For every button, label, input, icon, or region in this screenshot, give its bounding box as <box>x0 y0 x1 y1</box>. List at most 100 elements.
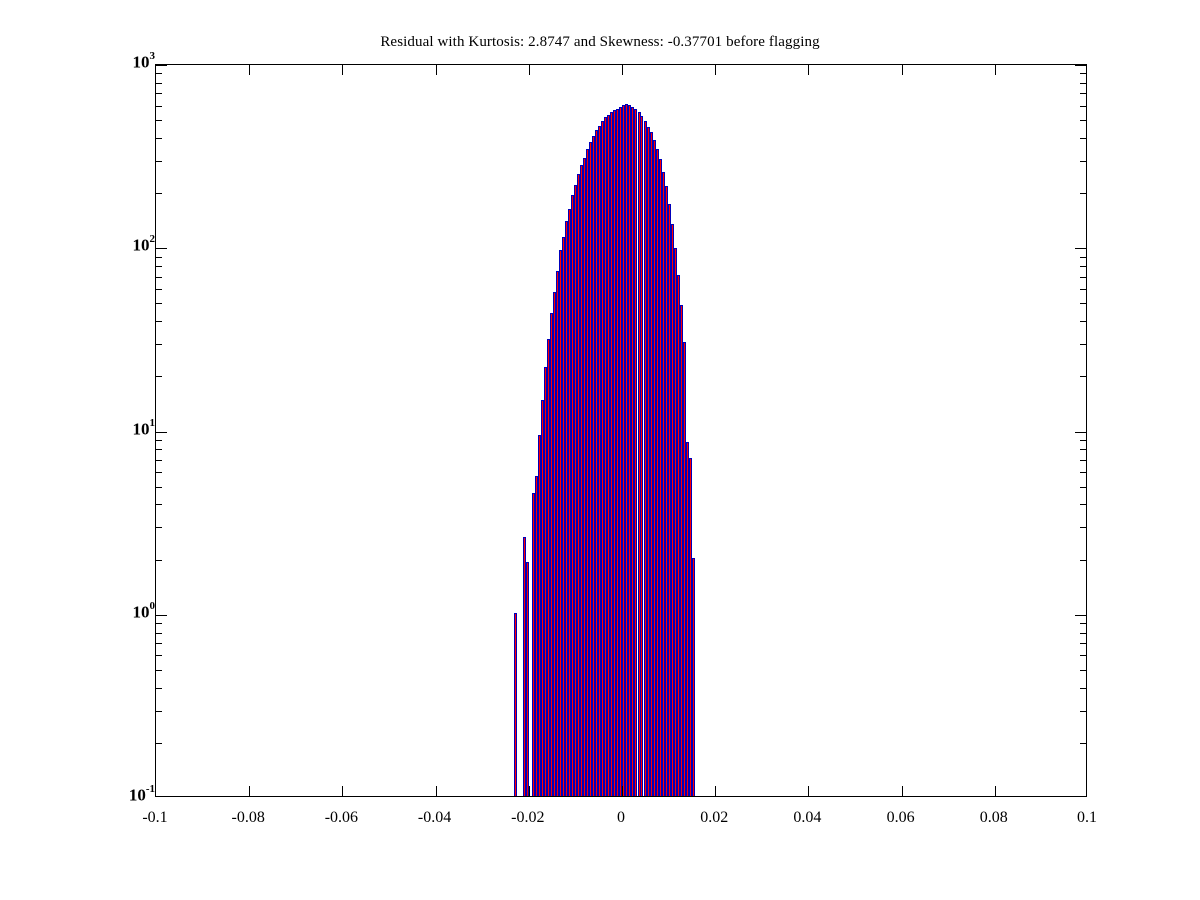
y-axis-minor-tick <box>156 276 162 278</box>
y-axis-minor-tick <box>1080 266 1086 267</box>
x-axis-tick-label: -0.04 <box>417 809 452 826</box>
histogram-bar <box>544 366 548 796</box>
y-axis-major-tick <box>156 431 167 433</box>
y-axis-minor-tick <box>1080 344 1086 346</box>
y-tick-mantissa: 10 <box>132 52 150 72</box>
y-tick-exponent: 1 <box>149 416 156 429</box>
histogram-bar <box>637 112 641 796</box>
histogram-bar <box>673 247 677 796</box>
x-axis-major-tick <box>528 786 530 796</box>
histogram-bar <box>646 126 650 796</box>
y-axis-minor-tick <box>156 82 162 84</box>
y-axis-minor-tick <box>156 288 162 290</box>
histogram-bar <box>565 220 569 796</box>
y-axis-minor-tick <box>156 459 162 461</box>
y-axis-minor-tick <box>156 321 162 323</box>
histogram-bar <box>574 185 578 796</box>
histogram-bar <box>604 117 608 796</box>
x-axis-tick-label: -0.06 <box>324 809 359 826</box>
x-axis-major-tick <box>622 786 623 796</box>
y-axis-minor-tick <box>156 472 162 474</box>
histogram-bar <box>682 342 686 796</box>
histogram-bar <box>652 140 656 796</box>
y-tick-exponent: 0 <box>149 599 156 612</box>
histogram-bar <box>634 109 638 796</box>
x-axis-major-tick <box>994 786 996 796</box>
y-axis-minor-tick <box>156 376 162 378</box>
chart-title: Residual with Kurtosis: 2.8747 and Skewn… <box>380 34 820 50</box>
y-axis-minor-tick <box>1080 303 1086 305</box>
y-axis-minor-tick <box>156 439 162 441</box>
x-axis-tick-label: 0.08 <box>979 809 1008 826</box>
histogram-bar <box>655 148 659 796</box>
histogram-bar <box>595 130 599 796</box>
x-axis-major-tick <box>249 786 251 796</box>
histogram-bar <box>592 135 596 796</box>
y-tick-mantissa: 10 <box>132 235 150 255</box>
x-axis-major-tick <box>435 786 437 796</box>
histogram-bar <box>607 114 611 796</box>
y-tick-exponent: 3 <box>149 50 156 62</box>
x-axis-major-tick <box>435 65 437 75</box>
y-axis-minor-tick <box>1080 559 1086 561</box>
histogram-bar <box>523 536 527 796</box>
histogram-bar <box>622 105 626 796</box>
y-axis-minor-tick <box>1080 288 1086 290</box>
x-axis-tick-label: 0.06 <box>886 809 915 826</box>
x-axis-major-tick <box>901 786 903 796</box>
histogram-bar <box>661 171 665 796</box>
y-axis-minor-tick <box>1080 276 1086 278</box>
y-axis-minor-tick <box>156 486 162 488</box>
y-axis-minor-tick <box>156 623 162 625</box>
histogram-bar <box>625 103 629 796</box>
histogram-bar <box>556 271 560 796</box>
y-axis-minor-tick <box>156 742 162 744</box>
histogram-bar <box>691 557 695 796</box>
histogram-bar <box>664 186 668 796</box>
y-axis-minor-tick <box>1080 73 1086 75</box>
y-axis-major-tick <box>156 65 167 66</box>
y-axis-minor-tick <box>156 669 162 671</box>
y-axis-minor-tick <box>156 559 162 561</box>
y-axis-major-tick <box>156 614 167 616</box>
y-axis-minor-tick <box>1080 256 1086 258</box>
y-axis-minor-tick <box>156 256 162 258</box>
histogram-bar <box>526 561 530 796</box>
x-axis-major-tick <box>342 65 344 75</box>
y-axis-minor-tick <box>1080 527 1086 529</box>
y-axis-major-tick <box>1075 248 1086 250</box>
y-axis-minor-tick <box>1080 82 1086 84</box>
histogram-bar <box>670 224 674 796</box>
y-axis-minor-tick <box>1080 472 1086 474</box>
y-axis-minor-tick <box>1080 623 1086 625</box>
y-axis-minor-tick <box>156 303 162 305</box>
y-axis-minor-tick <box>1080 160 1086 162</box>
y-axis-minor-tick <box>1080 669 1086 671</box>
y-axis-minor-tick <box>1080 439 1086 441</box>
y-axis-minor-tick <box>1080 193 1086 195</box>
y-axis-minor-tick <box>1080 687 1086 689</box>
x-axis-tick-label: 0.04 <box>793 809 822 826</box>
y-axis-minor-tick <box>1080 710 1086 712</box>
histogram-bar <box>676 274 680 796</box>
y-axis-minor-tick <box>156 344 162 346</box>
plot-area <box>156 65 1086 796</box>
y-axis-minor-tick <box>156 632 162 634</box>
y-axis-minor-tick <box>156 687 162 689</box>
y-tick-exponent: 2 <box>149 233 156 246</box>
x-axis-major-tick <box>901 65 903 75</box>
y-axis-minor-tick <box>1080 137 1086 139</box>
y-tick-mantissa: 10 <box>132 419 150 439</box>
plot-frame <box>155 64 1087 797</box>
histogram-bar <box>562 237 566 796</box>
y-axis-minor-tick <box>1080 321 1086 323</box>
histogram-bar <box>532 493 536 796</box>
histogram-bar <box>658 158 662 796</box>
x-axis-major-tick <box>622 65 623 75</box>
y-axis-tick-label: 103 <box>105 50 156 73</box>
y-axis-minor-tick <box>1080 504 1086 506</box>
y-tick-mantissa: 10 <box>128 785 146 805</box>
y-axis-minor-tick <box>156 527 162 529</box>
y-axis-minor-tick <box>156 710 162 712</box>
histogram-bar <box>619 107 623 796</box>
